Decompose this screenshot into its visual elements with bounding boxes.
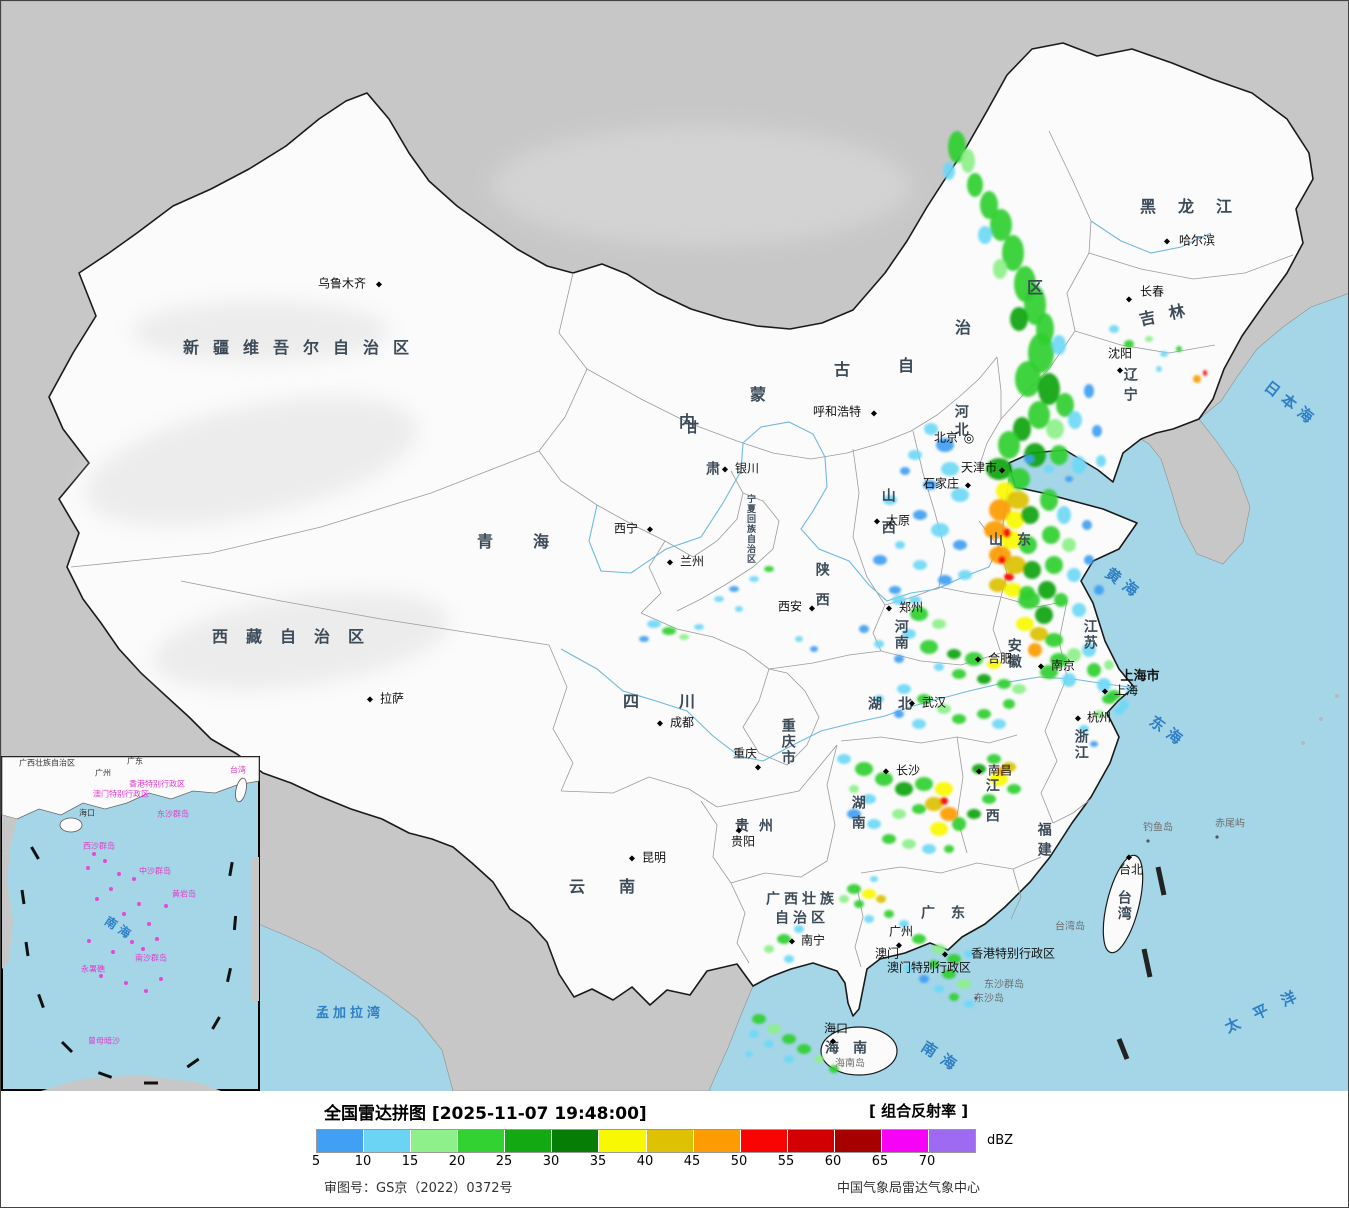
legend-tick: 30 [542, 1154, 560, 1169]
south-china-sea-inset [1, 756, 260, 1091]
map-area: 新疆维吾尔自治区 西藏自治区 青海 四川 云南 黑龙江 吉林 辽宁内蒙古自治区甘肃宁夏回族自治… [1, 1, 1348, 1092]
legend-color-cell [646, 1130, 693, 1152]
boundary-dash-marks [1116, 866, 1167, 1060]
dbz-unit-label: dBZ [987, 1133, 1014, 1148]
foreign-relief [491, 126, 911, 246]
inset-island-dots [86, 852, 168, 993]
legend-panel: 全国雷达拼图 [2025-11-07 19:48:00] [ 组合反射率 ] d… [1, 1091, 1348, 1207]
agency-credit: 中国气象局雷达气象中心 [837, 1181, 981, 1196]
legend-color-cell [740, 1130, 787, 1152]
inset-china-coast [1, 756, 260, 820]
legend-color-cell [411, 1130, 458, 1152]
legend-color-cell [505, 1130, 552, 1152]
inset-vietnam [2, 843, 13, 969]
legend-tick: 45 [683, 1154, 701, 1169]
legend-tick: 10 [354, 1154, 372, 1169]
legend-color-cell [787, 1130, 834, 1152]
legend-color-cell [458, 1130, 505, 1152]
terrain-relief [84, 301, 450, 691]
legend-tick: 40 [636, 1154, 654, 1169]
legend-tick: 70 [918, 1154, 936, 1169]
legend-tick: 20 [448, 1154, 466, 1169]
inset-philippines [252, 857, 259, 1001]
inset-taiwan [235, 777, 247, 803]
legend-tick: 65 [871, 1154, 889, 1169]
legend-color-cell [693, 1130, 740, 1152]
taiwan-island [1102, 854, 1144, 954]
legend-color-cell [881, 1130, 929, 1152]
legend-tick: 15 [401, 1154, 419, 1169]
color-bar [316, 1129, 976, 1153]
china-radar-map [1, 1, 1348, 1092]
legend-title: 全国雷达拼图 [2025-11-07 19:48:00] [324, 1104, 647, 1124]
small-islands [974, 694, 1339, 1000]
legend-color-cell [317, 1130, 364, 1152]
legend-tick: 25 [495, 1154, 513, 1169]
inset-borneo [41, 1075, 221, 1091]
hainan-island [820, 1026, 898, 1076]
legend-tick: 60 [824, 1154, 842, 1169]
legend-color-cell [552, 1130, 599, 1152]
legend-color-cell [834, 1130, 881, 1152]
radar-echo-layer [639, 131, 1207, 1073]
legend-tick: 35 [589, 1154, 607, 1169]
legend-color-cell [599, 1130, 646, 1152]
legend-tick: 5 [311, 1154, 321, 1169]
legend-color-cell [929, 1130, 976, 1152]
legend-tick: 50 [730, 1154, 748, 1169]
inset-foreign-land [2, 815, 17, 851]
product-label: [ 组合反射率 ] [869, 1102, 969, 1120]
legend-ticks: 5 10 15 20 25 30 35 40 45 50 55 60 65 70 [312, 1154, 974, 1170]
nine-dash-line [20, 846, 238, 1085]
map-approval-number: 审图号：GS京（2022）0372号 [324, 1181, 513, 1196]
legend-tick: 55 [777, 1154, 795, 1169]
inset-hainan [59, 817, 83, 833]
legend-color-cell [364, 1130, 411, 1152]
province-boundaries [70, 130, 1294, 968]
